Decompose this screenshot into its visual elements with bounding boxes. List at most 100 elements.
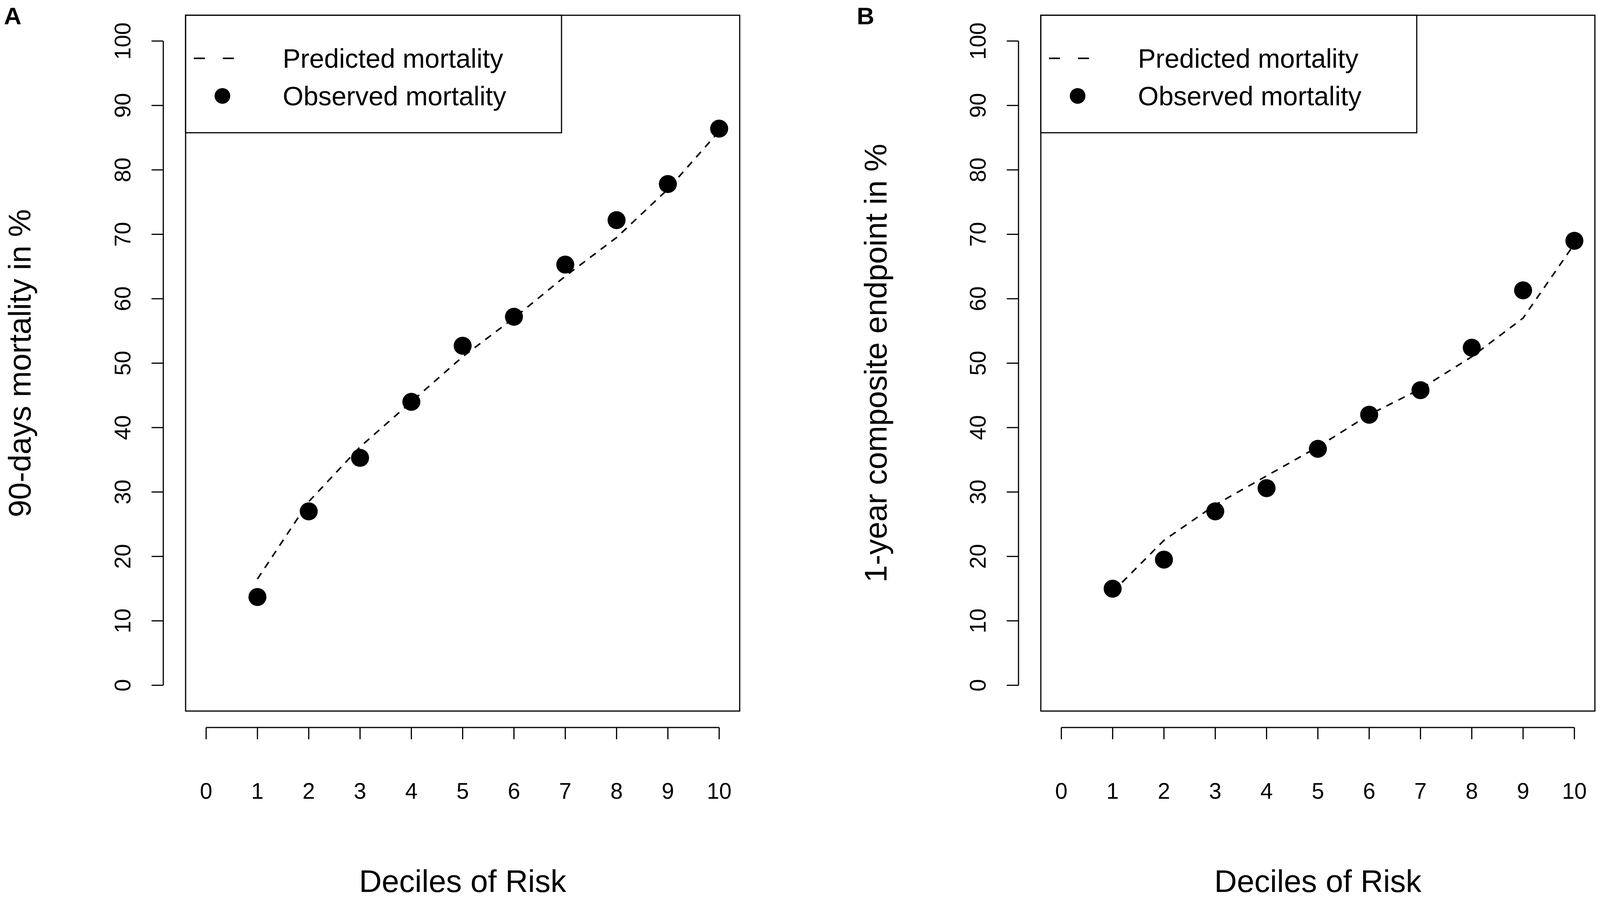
y-tick xyxy=(1006,620,1019,622)
observed-point xyxy=(1462,338,1481,357)
legend-label: Predicted mortality xyxy=(282,43,504,74)
observed-point xyxy=(1206,502,1225,521)
observed-point xyxy=(505,307,524,326)
legend-marker xyxy=(214,88,231,104)
legend-marker xyxy=(1069,88,1086,104)
x-tick-label: 1 xyxy=(1106,778,1120,804)
x-tick xyxy=(1419,727,1422,740)
x-tick xyxy=(205,727,207,740)
x-tick xyxy=(462,727,464,740)
y-tick-label: 30 xyxy=(965,479,991,505)
legend: Predicted mortalityObserved mortality xyxy=(1040,15,1417,133)
x-tick-label: 1 xyxy=(251,778,264,804)
y-tick xyxy=(1006,491,1019,493)
x-tick xyxy=(667,727,669,740)
figure: A012345678910Deciles of Risk010203040506… xyxy=(0,0,1600,899)
panel: B012345678910Deciles of Risk010203040506… xyxy=(856,2,1595,899)
legend-line xyxy=(1049,57,1100,60)
legend-label: Observed mortality xyxy=(282,81,507,111)
x-tick xyxy=(564,727,566,740)
legend-box xyxy=(185,15,562,133)
x-tick-label: 8 xyxy=(610,778,624,804)
legend: Predicted mortality Observed mortality xyxy=(185,15,562,133)
y-tick-label: 100 xyxy=(965,22,991,60)
x-tick-label: 9 xyxy=(1516,778,1530,804)
y-tick xyxy=(151,556,164,558)
y-tick-label: 50 xyxy=(110,350,136,376)
x-tick xyxy=(1265,727,1268,740)
observed-point xyxy=(1411,381,1430,400)
x-tick-label: 3 xyxy=(353,778,367,804)
x-tick xyxy=(308,727,310,740)
x-tick-label: 2 xyxy=(302,778,316,804)
legend-label: Observed mortality xyxy=(1137,81,1362,111)
x-tick-label: 0 xyxy=(200,778,213,804)
y-tick xyxy=(151,233,164,235)
x-tick xyxy=(1214,727,1216,740)
x-tick-label: 7 xyxy=(1414,778,1427,804)
observed-point xyxy=(1103,579,1122,598)
x-tick xyxy=(615,727,618,740)
x-tick xyxy=(1060,727,1062,740)
x-tick xyxy=(410,727,412,740)
y-axis-title: 90-days mortality in % xyxy=(2,209,38,518)
y-tick xyxy=(151,620,164,622)
y-tick xyxy=(1006,233,1019,235)
x-tick xyxy=(1573,727,1575,740)
x-tick-label: 5 xyxy=(456,778,470,804)
x-tick xyxy=(718,727,720,740)
x-tick-label: 10 xyxy=(706,778,732,804)
plot-data xyxy=(1103,231,1584,598)
x-tick xyxy=(1471,727,1473,740)
y-tick-label: 70 xyxy=(965,222,991,247)
y-tick-label: 100 xyxy=(110,22,136,60)
x-tick xyxy=(1163,727,1165,740)
observed-point xyxy=(1565,231,1584,250)
observed-point xyxy=(453,336,472,355)
y-tick xyxy=(151,104,164,107)
x-tick xyxy=(513,727,515,740)
y-tick-label: 20 xyxy=(110,543,136,569)
y-tick xyxy=(151,40,164,42)
legend-line xyxy=(193,57,245,60)
x-tick xyxy=(256,727,259,740)
x-axis-title: Deciles of Risk xyxy=(1214,863,1422,899)
y-tick-label: 40 xyxy=(965,415,991,440)
predicted-line xyxy=(257,131,719,580)
observed-point xyxy=(659,175,678,194)
predicted-line xyxy=(1112,243,1575,592)
x-tick-label: 0 xyxy=(1055,778,1068,804)
y-tick-label: 40 xyxy=(110,415,136,440)
observed-point xyxy=(607,211,626,230)
y-tick xyxy=(151,491,164,493)
y-tick xyxy=(151,427,164,429)
observed-point xyxy=(248,588,267,607)
legend-box xyxy=(1040,15,1417,133)
x-tick xyxy=(1112,727,1114,740)
x-tick-label: 3 xyxy=(1209,778,1222,804)
y-tick xyxy=(151,169,164,171)
x-tick xyxy=(1368,727,1370,740)
y-tick-label: 90 xyxy=(965,93,991,118)
y-tick xyxy=(151,684,164,687)
observed-point xyxy=(1514,281,1533,300)
y-tick xyxy=(1006,169,1019,171)
x-tick-label: 5 xyxy=(1311,778,1325,804)
panel-label: A xyxy=(3,2,22,30)
plot-frame xyxy=(1040,15,1595,712)
x-tick-label: 2 xyxy=(1157,778,1171,804)
panel-label: B xyxy=(856,2,875,30)
x-tick-label: 8 xyxy=(1465,778,1479,804)
x-axis-title: Deciles of Risk xyxy=(359,863,567,899)
observed-point xyxy=(1360,405,1379,424)
y-tick-label: 20 xyxy=(965,543,991,569)
observed-point xyxy=(350,448,369,467)
y-tick xyxy=(1006,427,1019,429)
x-tick-label: 10 xyxy=(1562,778,1587,804)
y-tick xyxy=(1006,40,1019,42)
y-tick xyxy=(1006,556,1019,558)
x-tick-label: 7 xyxy=(559,778,572,804)
y-tick-label: 60 xyxy=(965,286,991,311)
y-tick xyxy=(151,362,164,364)
x-tick-label: 6 xyxy=(1363,778,1376,804)
